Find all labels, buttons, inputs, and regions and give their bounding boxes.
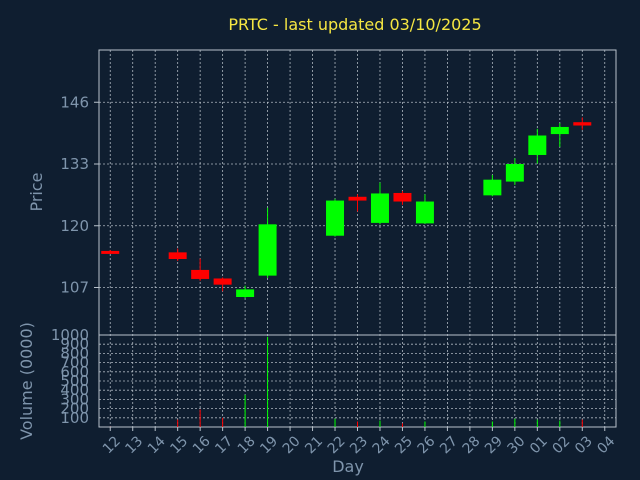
- candle-25: [393, 191, 412, 205]
- candle-19: [258, 207, 277, 278]
- candle-body: [415, 201, 434, 224]
- candle-body: [528, 135, 547, 155]
- volume-bars: [109, 336, 583, 427]
- candle-body: [213, 278, 232, 285]
- price-tick-label: 133: [60, 155, 89, 173]
- volume-tick-label: 1000: [51, 326, 89, 344]
- volume-tick-label: 900: [60, 335, 89, 353]
- volume-tick-label: 600: [60, 363, 89, 381]
- candle-body: [236, 289, 255, 297]
- volume-tick-label: 500: [60, 372, 89, 390]
- volume-tick-label: 800: [60, 344, 89, 362]
- candle-17: [213, 277, 232, 292]
- candle-26: [415, 194, 434, 224]
- candle-body: [370, 193, 389, 223]
- candle-03: [573, 117, 592, 130]
- price-axis-label: Price: [27, 172, 46, 211]
- price-tick-label: 107: [60, 279, 89, 297]
- candle-body: [483, 179, 502, 196]
- chart-title: PRTC - last updated 03/10/2025: [228, 15, 481, 34]
- candle-body: [326, 200, 345, 236]
- volume-axis-label: Volume (0000): [17, 322, 36, 440]
- candle-body: [573, 122, 592, 126]
- volume-tick-label: 400: [60, 381, 89, 399]
- candle-01: [528, 128, 547, 164]
- volume-tick-label: 200: [60, 400, 89, 418]
- date-axis-ticks: 1213141516171819202122232425262728293001…: [100, 427, 618, 457]
- candle-12: [101, 249, 120, 254]
- candle-body: [258, 224, 277, 276]
- price-tick-label: 120: [60, 217, 89, 235]
- candle-body: [550, 126, 569, 135]
- candle-30: [505, 158, 524, 185]
- candle-23: [348, 194, 367, 212]
- candle-body: [191, 269, 210, 279]
- candle-15: [168, 248, 187, 261]
- price-tick-label: 146: [60, 93, 89, 111]
- candle-body: [168, 252, 187, 259]
- candle-18: [236, 285, 255, 298]
- volume-tick-label: 100: [60, 409, 89, 427]
- candle-body: [505, 164, 524, 182]
- candle-29: [483, 174, 502, 197]
- candle-22: [326, 198, 345, 237]
- candle-body: [348, 196, 367, 201]
- candle-body: [101, 250, 120, 254]
- candle-16: [191, 258, 210, 281]
- candles: [101, 117, 592, 298]
- volume-tick-label: 300: [60, 390, 89, 408]
- candle-02: [550, 123, 569, 147]
- candle-body: [393, 192, 412, 202]
- x-axis-label: Day: [332, 457, 364, 476]
- price-axis-ticks: 107 120 133 146: [60, 93, 99, 297]
- volume-tick-label: 700: [60, 354, 89, 372]
- candle-24: [370, 182, 389, 225]
